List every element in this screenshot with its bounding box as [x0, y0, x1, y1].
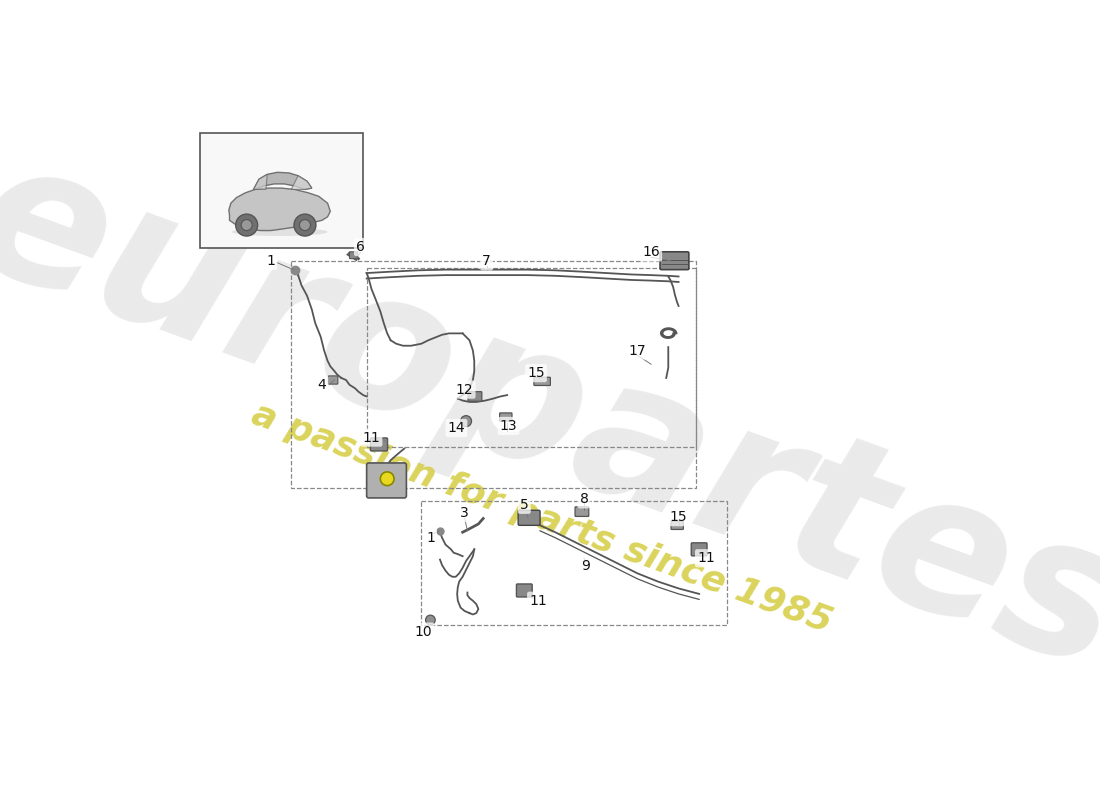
- Text: 5: 5: [520, 498, 529, 512]
- Polygon shape: [253, 174, 267, 190]
- Text: a passion for parts since 1985: a passion for parts since 1985: [246, 398, 836, 640]
- Circle shape: [241, 219, 252, 230]
- FancyBboxPatch shape: [328, 376, 338, 384]
- FancyBboxPatch shape: [469, 392, 482, 402]
- Text: 9: 9: [582, 559, 591, 574]
- Text: 7: 7: [482, 254, 491, 269]
- Circle shape: [461, 416, 472, 426]
- Circle shape: [294, 214, 316, 236]
- Circle shape: [426, 615, 436, 625]
- Text: 15: 15: [527, 366, 544, 380]
- Text: 10: 10: [415, 625, 432, 638]
- Text: 1: 1: [266, 254, 275, 268]
- Text: 4: 4: [318, 378, 327, 392]
- FancyBboxPatch shape: [499, 413, 512, 421]
- Circle shape: [381, 472, 394, 486]
- Text: 12: 12: [455, 382, 473, 397]
- FancyBboxPatch shape: [518, 510, 540, 526]
- Text: 8: 8: [580, 492, 588, 506]
- Bar: [421, 502, 727, 625]
- Bar: [200, 134, 363, 248]
- Circle shape: [235, 214, 257, 236]
- Text: 11: 11: [363, 430, 381, 445]
- Bar: [292, 262, 695, 488]
- Text: europartes: europartes: [0, 121, 1100, 710]
- Text: 6: 6: [356, 240, 365, 254]
- Text: 11: 11: [529, 594, 547, 608]
- Text: 11: 11: [697, 551, 715, 566]
- Polygon shape: [292, 176, 311, 190]
- Ellipse shape: [232, 228, 328, 236]
- Bar: [366, 268, 695, 446]
- Text: 14: 14: [448, 421, 465, 435]
- Polygon shape: [229, 188, 330, 230]
- FancyBboxPatch shape: [671, 522, 683, 530]
- Text: 15: 15: [670, 510, 688, 524]
- Circle shape: [299, 219, 310, 230]
- FancyBboxPatch shape: [516, 584, 532, 597]
- FancyBboxPatch shape: [660, 252, 689, 270]
- Polygon shape: [253, 172, 311, 190]
- Text: 3: 3: [460, 506, 469, 520]
- Text: 17: 17: [628, 343, 646, 358]
- FancyBboxPatch shape: [366, 463, 406, 498]
- FancyBboxPatch shape: [534, 378, 550, 386]
- FancyBboxPatch shape: [371, 438, 387, 451]
- Text: 13: 13: [499, 419, 517, 433]
- Text: 16: 16: [642, 246, 660, 259]
- FancyBboxPatch shape: [350, 252, 358, 258]
- FancyBboxPatch shape: [575, 507, 589, 517]
- Text: 1: 1: [426, 530, 434, 545]
- FancyBboxPatch shape: [691, 543, 707, 556]
